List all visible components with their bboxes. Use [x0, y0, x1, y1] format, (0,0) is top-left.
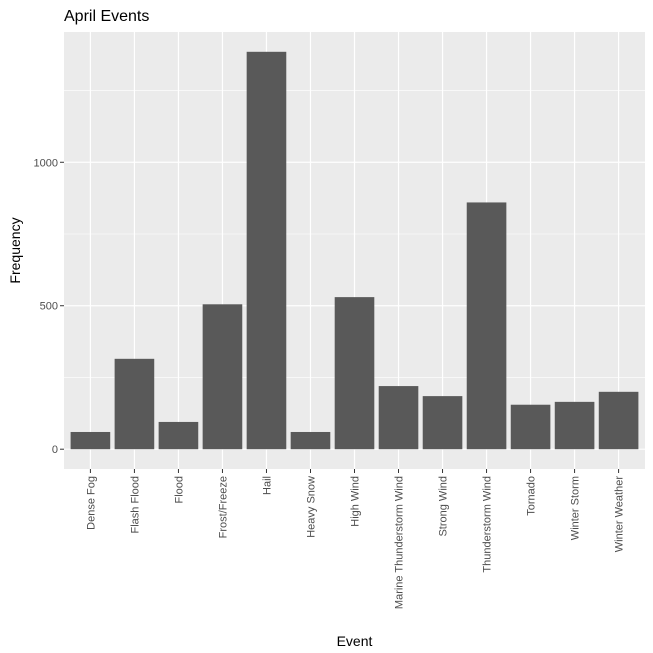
bar — [422, 396, 463, 450]
x-tick-label: Flood — [173, 476, 185, 504]
y-axis: 0 500 1000 — [34, 157, 64, 456]
x-tick-label: Heavy Snow — [305, 476, 317, 538]
bar — [554, 401, 595, 450]
y-tick-label: 500 — [40, 301, 58, 313]
x-tick-label: Strong Wind — [438, 476, 450, 537]
bar — [246, 51, 287, 450]
x-tick-label: Winter Weather — [614, 476, 626, 553]
x-tick-label: Thunderstorm Wind — [482, 476, 494, 573]
bar — [598, 391, 639, 450]
y-tick-label: 1000 — [34, 157, 58, 169]
x-tick-label: Hail — [261, 476, 273, 495]
x-tick-label: Dense Fog — [85, 476, 97, 530]
bar — [466, 202, 507, 450]
x-axis: Dense Fog Flash Flood Flood Frost/Freeze Hai… — [85, 469, 626, 609]
chart-title: April Events — [64, 8, 149, 25]
bar — [158, 421, 199, 450]
x-tick-label: Frost/Freeze — [217, 476, 229, 538]
bar — [70, 431, 111, 450]
bar — [378, 386, 419, 450]
x-tick-label: Tornado — [526, 476, 538, 516]
bar — [202, 304, 243, 450]
x-tick-label: Winter Storm — [570, 476, 582, 540]
bar — [114, 358, 155, 450]
bar — [334, 297, 375, 450]
x-axis-title: Event — [337, 633, 373, 649]
x-tick-label: Marine Thunderstorm Wind — [394, 476, 406, 609]
y-tick-label: 0 — [52, 444, 58, 456]
bars — [70, 51, 639, 450]
y-axis-title: Frequency — [7, 217, 23, 283]
bar — [510, 404, 551, 450]
x-tick-label: Flash Flood — [129, 476, 141, 533]
bar — [290, 431, 331, 450]
x-tick-label: High Wind — [350, 476, 362, 527]
